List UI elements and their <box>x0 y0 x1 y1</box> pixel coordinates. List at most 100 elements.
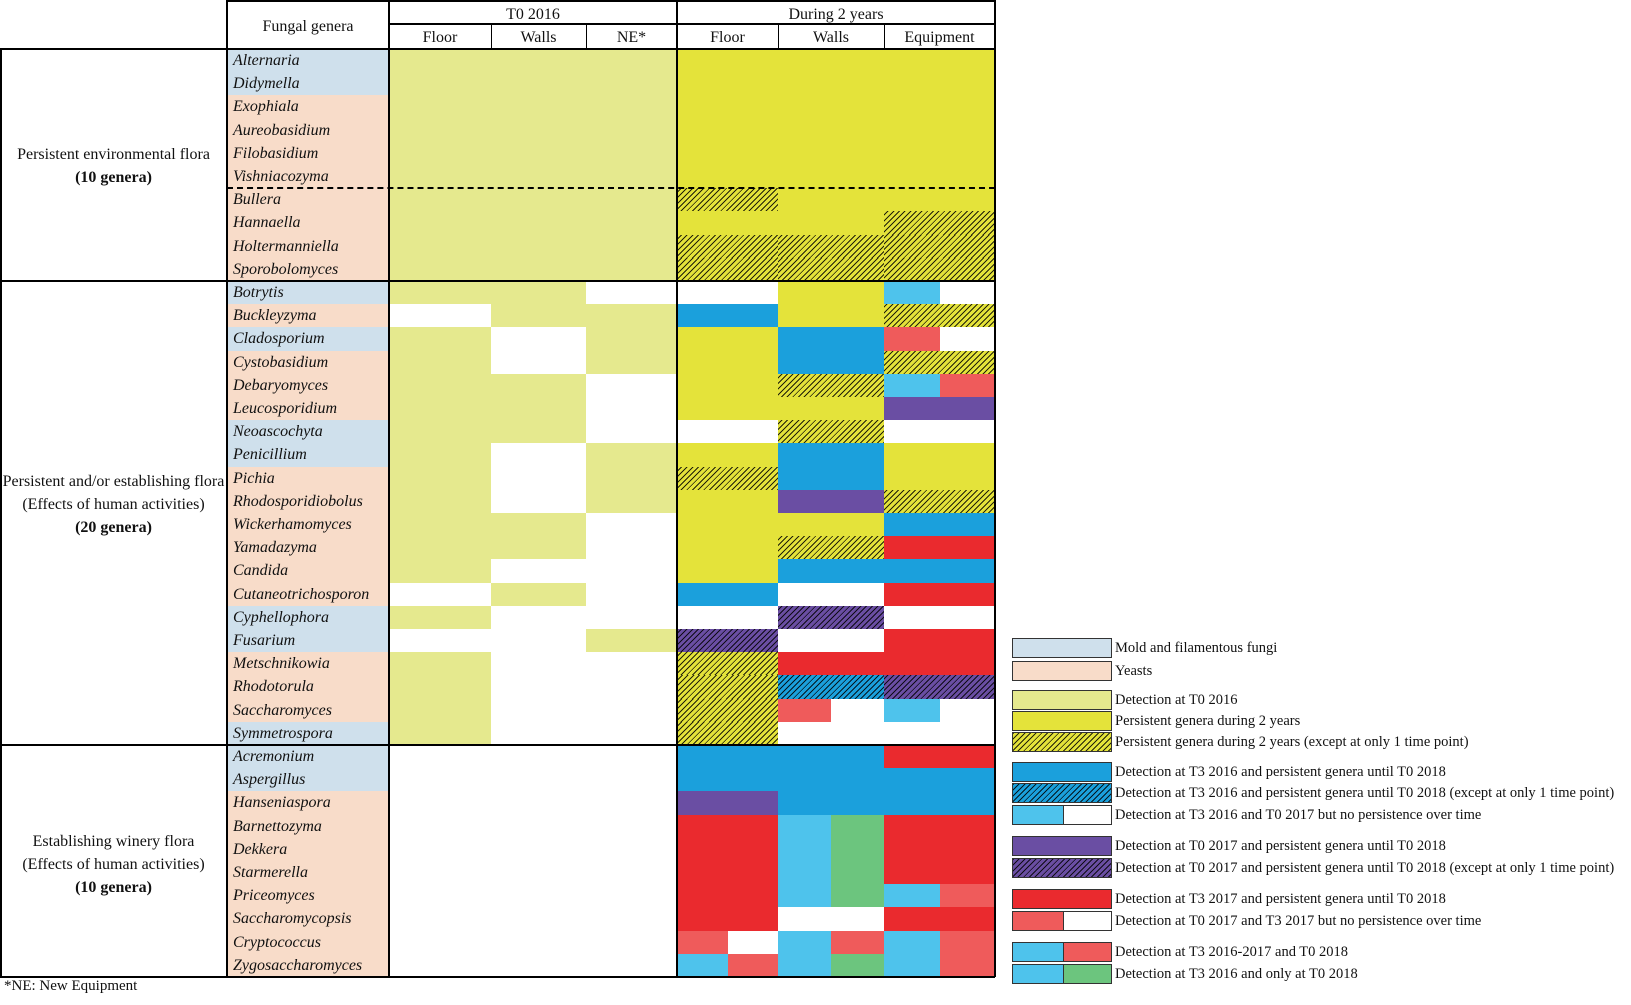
group-divider <box>0 744 995 746</box>
cell-t0-floor <box>389 652 491 676</box>
genus-cell: Holtermanniella <box>227 234 395 258</box>
cell-during-equipment <box>884 837 995 861</box>
dashed-divider <box>227 187 995 190</box>
cell-during-floor <box>677 536 778 560</box>
genus-right-border <box>388 0 390 977</box>
cell-during-floor <box>677 837 778 861</box>
cell-during-walls <box>778 211 884 235</box>
cell-during-equipment <box>884 721 995 745</box>
cell-t0-floor <box>389 953 491 977</box>
cell-during-walls <box>778 420 884 444</box>
cell-t0-walls <box>491 397 586 421</box>
genus-cell: Dekkera <box>227 837 395 861</box>
cell-during-floor <box>677 861 778 885</box>
legend-swatch <box>1012 805 1112 825</box>
legend-fill <box>1013 837 1111 855</box>
group-label-persistent-establishing: Persistent and/or establishing flora (Ef… <box>0 470 227 539</box>
cell-during-equipment-right <box>939 327 995 351</box>
cell-during-walls-left <box>778 861 831 885</box>
group-label-establishing-winery: Establishing winery flora (Effects of hu… <box>0 830 227 899</box>
cell-during-walls <box>778 327 884 351</box>
cell-during-walls <box>778 559 884 583</box>
legend-label: Detection at T0 2017 and T3 2017 but no … <box>1115 913 1482 929</box>
cell-t0-floor <box>389 629 491 653</box>
cell-during-floor <box>677 211 778 235</box>
cell-t0-floor <box>389 489 491 513</box>
genus-cell: Sporobolomyces <box>227 257 395 281</box>
legend-fill <box>1013 890 1111 908</box>
cell-during-equipment-right <box>939 884 995 908</box>
genus-cell: Leucosporidium <box>227 397 395 421</box>
cell-t0-floor <box>389 420 491 444</box>
cell-t0-floor <box>389 559 491 583</box>
cell-t0-walls <box>491 930 586 954</box>
legend-fill-right <box>1063 806 1111 824</box>
cell-during-floor <box>677 605 778 629</box>
cell-t0-ne <box>586 304 677 328</box>
cell-during-walls-left <box>778 884 831 908</box>
cell-during-walls <box>778 791 884 815</box>
cell-during-equipment <box>884 118 995 142</box>
legend-label: Yeasts <box>1115 663 1153 679</box>
cell-t0-ne <box>586 327 677 351</box>
genus-cell: Aureobasidium <box>227 118 395 142</box>
cell-during-floor <box>677 397 778 421</box>
cell-during-equipment-right <box>939 373 995 397</box>
cell-t0-floor <box>389 443 491 467</box>
cell-t0-floor <box>389 907 491 931</box>
cell-t0-floor <box>389 118 491 142</box>
cell-during-equipment-left <box>884 930 940 954</box>
genus-cell: Didymella <box>227 72 395 96</box>
cell-during-equipment <box>884 629 995 653</box>
legend-swatch <box>1012 638 1112 658</box>
cell-during-equipment <box>884 768 995 792</box>
cell-t0-floor <box>389 814 491 838</box>
legend-swatch <box>1012 711 1112 731</box>
legend-swatch <box>1012 762 1112 782</box>
legend-swatch <box>1012 964 1112 984</box>
genus-cell: Wickerhamomyces <box>227 513 395 537</box>
cell-during-walls <box>778 165 884 189</box>
cell-during-equipment <box>884 582 995 606</box>
cell-t0-walls <box>491 188 586 212</box>
cell-during-equipment <box>884 49 995 73</box>
genus-cell: Neoascochyta <box>227 420 395 444</box>
cell-during-walls-right <box>831 930 884 954</box>
genus-left-border <box>226 0 228 977</box>
legend-label: Detection at T3 2016 and persistent gene… <box>1115 785 1615 801</box>
cell-during-floor-left <box>677 930 728 954</box>
group-divider <box>0 280 995 282</box>
table-left-border <box>0 49 2 977</box>
cell-t0-floor <box>389 350 491 374</box>
cell-during-walls <box>778 513 884 537</box>
legend-fill-left <box>1013 806 1063 824</box>
cell-during-floor <box>677 652 778 676</box>
cell-t0-ne <box>586 605 677 629</box>
cell-t0-floor <box>389 304 491 328</box>
cell-t0-floor <box>389 721 491 745</box>
cell-during-floor <box>677 327 778 351</box>
cell-during-equipment-left <box>884 327 940 351</box>
cell-t0-ne <box>586 281 677 305</box>
cell-t0-walls <box>491 49 586 73</box>
legend-split-line <box>1062 806 1064 824</box>
genus-cell: Pichia <box>227 466 395 490</box>
legend-label: Detection at T0 2017 and persistent gene… <box>1115 838 1446 854</box>
group-name: Persistent and/or establishing flora <box>2 473 225 490</box>
cell-t0-walls <box>491 466 586 490</box>
cell-t0-ne <box>586 72 677 96</box>
cell-during-floor <box>677 443 778 467</box>
cell-during-walls-right <box>831 814 884 838</box>
cell-t0-ne <box>586 745 677 769</box>
cell-during-walls <box>778 582 884 606</box>
cell-during-equipment <box>884 861 995 885</box>
cell-during-walls-left <box>778 698 831 722</box>
legend-swatch <box>1012 911 1112 931</box>
cell-t0-walls <box>491 629 586 653</box>
cell-during-walls <box>778 234 884 258</box>
legend-swatch <box>1012 858 1112 878</box>
legend-fill <box>1013 859 1111 877</box>
legend-label: Detection at T0 2017 and persistent gene… <box>1115 860 1615 876</box>
genus-cell: Fusarium <box>227 629 395 653</box>
